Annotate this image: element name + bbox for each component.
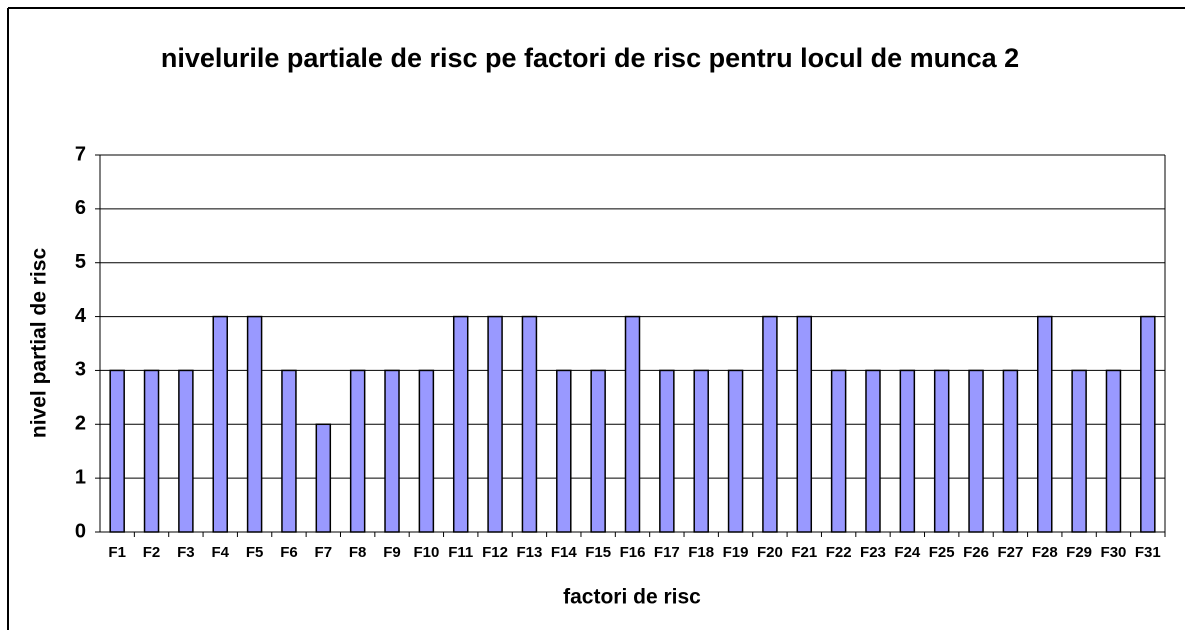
- x-tick-label: F12: [482, 544, 508, 561]
- x-tick-label: F16: [620, 544, 646, 561]
- bar: [865, 369, 881, 533]
- x-tick-label: F2: [143, 544, 161, 561]
- x-tick-label: F24: [894, 544, 921, 561]
- x-tick-label: F18: [688, 544, 714, 561]
- chart-title: nivelurile partiale de risc pe factori d…: [160, 43, 1020, 73]
- bar: [1071, 369, 1087, 533]
- bar: [246, 315, 263, 533]
- bar: [315, 423, 332, 533]
- x-tick-label: F7: [315, 544, 333, 561]
- bar: [624, 315, 641, 533]
- x-tick-label: F14: [551, 544, 578, 561]
- x-tick-label: F9: [383, 544, 401, 561]
- x-axis-label: factori de risc: [563, 586, 701, 609]
- y-tick-label: 4: [75, 305, 87, 327]
- y-tick-label: 5: [75, 251, 86, 273]
- x-tick-label: F21: [791, 544, 817, 561]
- x-tick-label: F29: [1066, 544, 1092, 561]
- y-tick-label: 6: [75, 197, 86, 219]
- bar: [1140, 315, 1156, 533]
- y-tick-label: 1: [75, 466, 86, 488]
- x-tick-label: F23: [860, 544, 886, 561]
- bar: [1105, 369, 1122, 533]
- bar: [830, 369, 847, 533]
- x-tick-label: F30: [1101, 544, 1127, 561]
- bar: [693, 369, 709, 533]
- bar: [796, 315, 813, 533]
- bar: [384, 369, 400, 533]
- bar: [418, 369, 435, 533]
- bar: [281, 369, 297, 533]
- x-tick-label: F28: [1032, 544, 1058, 561]
- x-tick-label: F19: [723, 544, 749, 561]
- x-tick-label: F5: [246, 544, 264, 561]
- x-tick-label: F1: [108, 544, 126, 561]
- x-tick-label: F26: [963, 544, 989, 561]
- bar: [556, 369, 572, 533]
- bar: [659, 369, 675, 533]
- y-tick-label: 2: [75, 413, 86, 435]
- bar: [109, 369, 125, 533]
- x-tick-label: F13: [517, 544, 543, 561]
- y-tick-label: 7: [75, 143, 86, 165]
- x-tick-label: F15: [585, 544, 611, 561]
- x-tick-label: F20: [757, 544, 783, 561]
- bar: [212, 315, 228, 533]
- bar: [521, 315, 538, 533]
- bar: [487, 315, 503, 533]
- bar: [727, 369, 744, 533]
- x-tick-label: F10: [413, 544, 439, 561]
- bar: [1037, 315, 1053, 533]
- bar: [899, 369, 916, 533]
- x-tick-label: F31: [1135, 544, 1161, 561]
- x-tick-label: F4: [211, 544, 229, 561]
- bar: [349, 369, 366, 533]
- bar: [178, 369, 194, 533]
- x-tick-label: F11: [448, 544, 473, 561]
- x-tick-label: F17: [654, 544, 680, 561]
- y-tick-label: 0: [75, 520, 86, 542]
- x-tick-label: F8: [349, 544, 367, 561]
- bar: [452, 315, 469, 533]
- x-tick-label: F6: [280, 544, 298, 561]
- y-axis-label: nivel partial de risc: [28, 248, 51, 439]
- y-tick-label: 3: [75, 359, 86, 381]
- bar: [1002, 369, 1019, 533]
- x-tick-label: F25: [929, 544, 955, 561]
- x-tick-label: F3: [177, 544, 195, 561]
- x-tick-label: F22: [826, 544, 852, 561]
- bar: [590, 369, 606, 533]
- x-tick-label: F27: [997, 544, 1023, 561]
- bar: [968, 369, 984, 533]
- bar: [143, 369, 160, 533]
- bar: [933, 369, 950, 533]
- bar: [762, 315, 778, 533]
